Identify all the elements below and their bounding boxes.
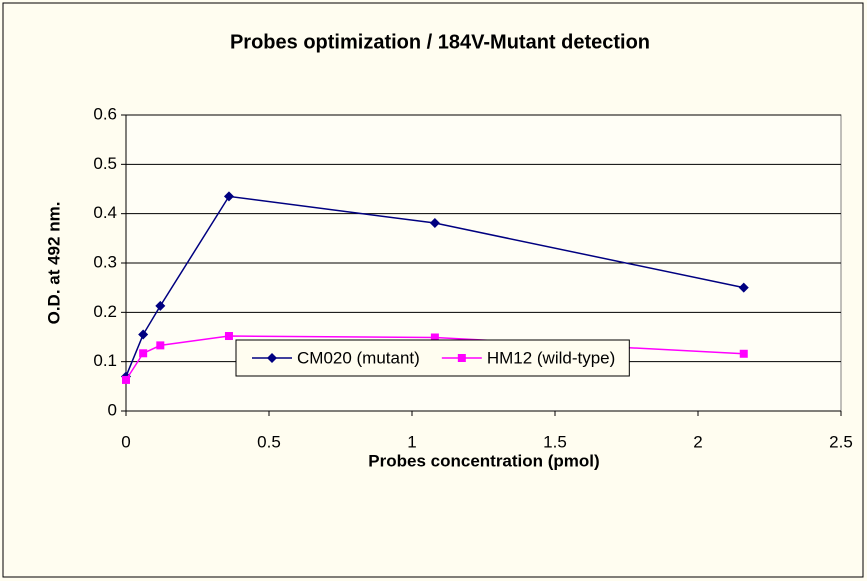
data-point <box>138 329 149 340</box>
x-tick-label: 2.5 <box>829 432 853 451</box>
x-tick-label: 1.5 <box>543 432 567 451</box>
y-tick-label: 0 <box>108 400 117 419</box>
data-point <box>155 300 166 311</box>
x-axis-label: Probes concentration (pmol) <box>368 451 599 470</box>
chart-title: Probes optimization / 184V-Mutant detect… <box>230 31 650 53</box>
legend-marker <box>457 354 466 362</box>
data-point <box>738 282 749 293</box>
legend: CM020 (mutant) HM12 (wild-type) <box>235 339 630 377</box>
x-tick-label: 2 <box>693 432 702 451</box>
y-axis-label: O.D. at 492 nm. <box>44 202 63 325</box>
x-tick-label: 1 <box>407 432 416 451</box>
legend-label: HM12 (wild-type) <box>487 348 615 367</box>
series-line <box>125 195 744 377</box>
x-tick-label: 0.5 <box>257 432 281 451</box>
data-point <box>739 349 748 358</box>
data-point <box>430 333 439 342</box>
data-point <box>139 349 148 358</box>
data-point <box>156 341 165 350</box>
data-point <box>223 191 234 202</box>
y-tick-label: 0.5 <box>93 154 117 173</box>
legend-marker <box>267 353 277 363</box>
data-point <box>224 332 233 341</box>
data-point <box>122 375 130 384</box>
y-tick-label: 0.1 <box>93 351 117 370</box>
y-tick-label: 0.2 <box>93 302 117 321</box>
legend-box <box>235 339 630 377</box>
y-tick-label: 0.6 <box>93 104 117 123</box>
x-tick-label: 0 <box>121 432 130 451</box>
data-point <box>429 218 440 229</box>
y-tick-label: 0.4 <box>93 203 117 222</box>
y-tick-label: 0.3 <box>93 252 117 271</box>
legend-label: CM020 (mutant) <box>297 348 420 367</box>
